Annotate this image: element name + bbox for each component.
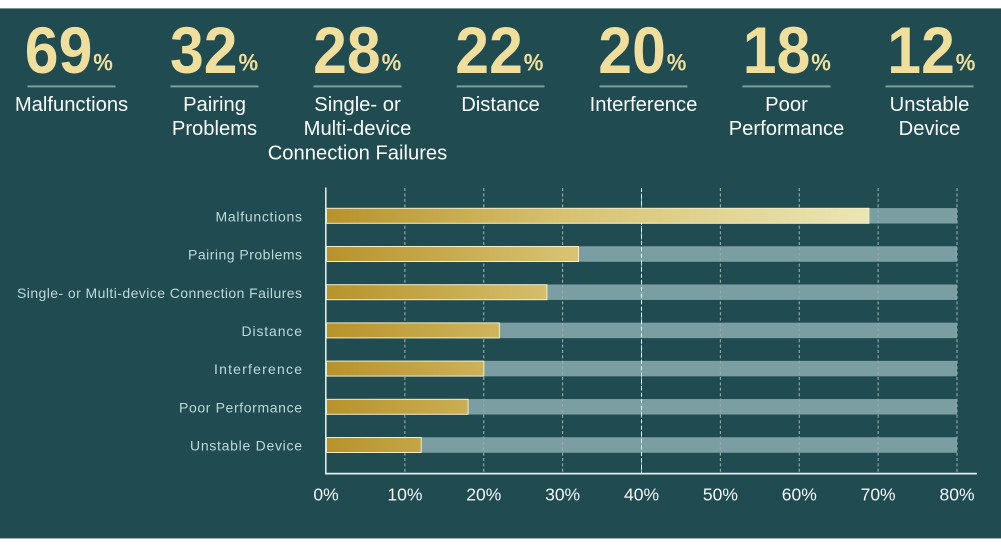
svg-text:Interference: Interference <box>590 94 698 116</box>
svg-text:%: % <box>239 48 259 75</box>
svg-text:Pairing: Pairing <box>183 94 246 116</box>
svg-text:%: % <box>956 48 976 75</box>
svg-text:0%: 0% <box>313 485 338 505</box>
svg-text:50%: 50% <box>703 485 738 505</box>
svg-text:60%: 60% <box>782 485 817 505</box>
svg-text:%: % <box>524 48 544 75</box>
svg-text:32: 32 <box>170 15 238 88</box>
svg-text:Connection Failures: Connection Failures <box>268 143 448 165</box>
svg-text:Distance: Distance <box>242 323 303 339</box>
svg-text:Distance: Distance <box>461 94 540 116</box>
svg-text:Device: Device <box>899 118 961 140</box>
svg-text:Malfunctions: Malfunctions <box>216 208 303 224</box>
svg-text:Malfunctions: Malfunctions <box>15 94 128 116</box>
svg-text:20%: 20% <box>466 485 501 505</box>
svg-text:Interference: Interference <box>214 361 302 377</box>
svg-text:Poor Performance: Poor Performance <box>179 399 302 415</box>
svg-text:%: % <box>382 48 402 75</box>
svg-text:12: 12 <box>887 15 955 88</box>
svg-text:Multi-device: Multi-device <box>304 118 412 140</box>
svg-text:Performance: Performance <box>729 118 845 140</box>
svg-text:30%: 30% <box>545 485 580 505</box>
svg-text:28: 28 <box>313 15 381 88</box>
svg-text:Single- or Multi-device Connec: Single- or Multi-device Connection Failu… <box>17 285 302 301</box>
svg-text:10%: 10% <box>387 485 422 505</box>
svg-text:70%: 70% <box>861 485 896 505</box>
svg-text:%: % <box>811 48 831 75</box>
svg-text:Unstable Device: Unstable Device <box>190 438 302 454</box>
svg-text:69: 69 <box>25 15 93 88</box>
svg-text:40%: 40% <box>624 485 659 505</box>
svg-text:18: 18 <box>743 15 811 88</box>
svg-text:80%: 80% <box>939 485 974 505</box>
svg-text:22: 22 <box>455 15 523 88</box>
svg-text:Pairing Problems: Pairing Problems <box>188 247 302 263</box>
svg-text:Unstable: Unstable <box>890 94 970 116</box>
svg-text:Poor: Poor <box>765 94 808 116</box>
svg-text:20: 20 <box>598 15 666 88</box>
svg-text:Problems: Problems <box>172 118 257 140</box>
svg-text:%: % <box>667 48 687 75</box>
svg-text:%: % <box>93 48 113 75</box>
svg-text:Single- or: Single- or <box>314 94 401 116</box>
